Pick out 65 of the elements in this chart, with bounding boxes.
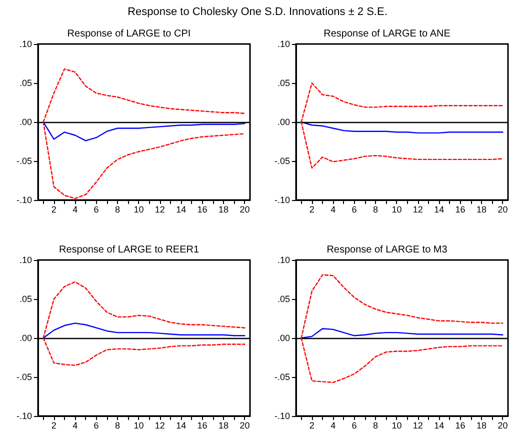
x-tick-label: 14	[176, 420, 186, 430]
x-tick-label: 2	[51, 204, 56, 214]
x-tick-label: 4	[72, 420, 78, 430]
chart-title: Response of LARGE to CPI	[67, 28, 191, 40]
y-tick-label: .10	[277, 255, 290, 265]
x-tick-label: 8	[372, 204, 378, 214]
x-tick-label: 12	[154, 420, 165, 430]
y-tick-label: .00	[19, 117, 32, 127]
x-tick-label: 14	[434, 204, 444, 214]
chart-title: Response of LARGE to ANE	[324, 28, 451, 40]
x-tick-label: 20	[498, 420, 508, 430]
y-tick-label: .10	[19, 255, 32, 265]
x-tick-label: 10	[134, 420, 144, 430]
x-tick-label: 18	[476, 204, 487, 214]
x-tick-label: 10	[134, 204, 144, 214]
x-tick-label: 8	[114, 420, 120, 430]
y-tick-label: .00	[19, 333, 32, 343]
x-tick-label: 14	[176, 204, 186, 214]
chart-title: Response of LARGE to M3	[326, 244, 448, 256]
x-tick-label: 6	[352, 204, 357, 214]
y-tick-label: .05	[19, 78, 32, 88]
y-tick-label: -.10	[16, 195, 32, 205]
y-tick-label: .05	[277, 294, 290, 304]
x-tick-label: 4	[72, 204, 78, 214]
x-tick-label: 20	[240, 420, 250, 430]
x-tick-label: 10	[392, 204, 402, 214]
x-tick-label: 18	[218, 204, 229, 214]
x-tick-label: 8	[114, 204, 120, 214]
x-tick-label: 4	[330, 420, 336, 430]
y-tick-label: .00	[277, 333, 290, 343]
x-tick-label: 16	[455, 420, 466, 430]
x-tick-label: 14	[434, 420, 444, 430]
x-tick-label: 12	[412, 420, 423, 430]
x-tick-label: 2	[309, 420, 314, 430]
y-tick-label: .05	[277, 78, 290, 88]
x-tick-label: 16	[197, 204, 208, 214]
y-tick-label: .10	[19, 39, 32, 49]
x-tick-label: 20	[240, 204, 250, 214]
x-tick-label: 12	[412, 204, 423, 214]
x-tick-label: 16	[197, 420, 208, 430]
y-tick-label: -.05	[16, 156, 32, 166]
chart-title: Response of LARGE to REER1	[58, 244, 200, 256]
x-tick-label: 18	[476, 420, 487, 430]
x-tick-label: 6	[94, 420, 99, 430]
x-tick-label: 20	[498, 204, 508, 214]
x-tick-label: 2	[51, 420, 56, 430]
y-tick-label: -.10	[274, 195, 290, 205]
y-tick-label: .05	[19, 294, 32, 304]
y-tick-label: -.05	[16, 372, 32, 382]
x-tick-label: 10	[392, 420, 402, 430]
x-tick-label: 4	[330, 204, 336, 214]
y-tick-label: -.05	[274, 156, 290, 166]
text: Response to Cholesky One S.D. Innovations ± 2 S.E.	[126, 6, 388, 18]
x-tick-label: 6	[352, 420, 357, 430]
x-tick-label: 6	[94, 204, 99, 214]
x-tick-label: 12	[154, 204, 165, 214]
x-tick-label: 8	[372, 420, 378, 430]
y-tick-label: -.10	[274, 411, 290, 421]
y-tick-label: -.05	[274, 372, 290, 382]
x-tick-label: 18	[218, 420, 229, 430]
x-tick-label: 16	[455, 204, 466, 214]
x-tick-label: 2	[309, 204, 314, 214]
y-tick-label: .00	[277, 117, 290, 127]
y-tick-label: .10	[277, 39, 290, 49]
y-tick-label: -.10	[16, 411, 32, 421]
